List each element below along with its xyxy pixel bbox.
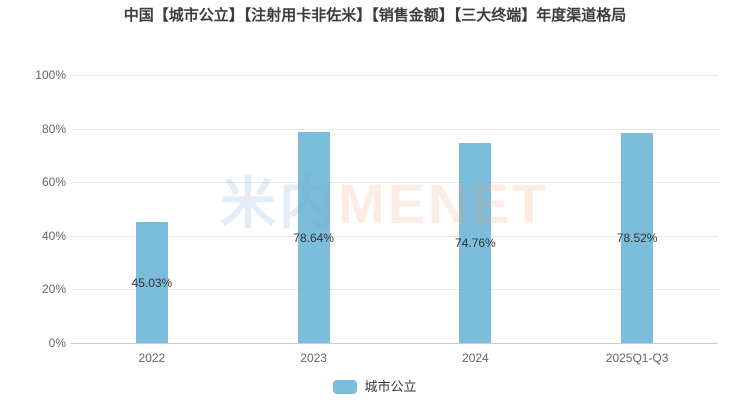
y-axis-label: 100% bbox=[35, 68, 66, 82]
watermark: 米内MENET bbox=[220, 176, 549, 232]
x-axis-label: 2022 bbox=[138, 351, 166, 365]
x-axis-label: 2023 bbox=[300, 351, 327, 365]
chart-title: 中国【城市公立】【注射用卡非佐米】【销售金额】【三大终端】年度渠道格局 bbox=[123, 7, 627, 24]
bar-value-label: 78.64% bbox=[293, 230, 334, 245]
legend-label: 城市公立 bbox=[364, 379, 417, 394]
y-axis-label: 60% bbox=[41, 175, 66, 190]
gridline-0 bbox=[71, 343, 718, 344]
gridline-40 bbox=[71, 235, 718, 237]
bar-2025Q1-Q3[interactable] bbox=[621, 132, 654, 343]
gridline-100 bbox=[71, 75, 718, 76]
x-axis-label: 2025Q1-Q3 bbox=[605, 351, 669, 365]
legend-item-city-public[interactable]: 城市公立 bbox=[333, 379, 417, 395]
legend: 城市公立 bbox=[0, 379, 750, 395]
gridline-20 bbox=[71, 289, 718, 291]
y-axis-label: 40% bbox=[41, 228, 66, 243]
bar-2024[interactable] bbox=[459, 142, 492, 343]
bar-value-label: 78.52% bbox=[616, 230, 658, 245]
bar-2023[interactable] bbox=[297, 132, 330, 343]
bar-2022[interactable] bbox=[135, 222, 168, 343]
legend-swatch bbox=[333, 380, 358, 394]
y-axis-label: 80% bbox=[41, 121, 66, 136]
bar-value-label: 74.76% bbox=[455, 235, 496, 250]
gridline-60 bbox=[71, 182, 718, 184]
y-axis-label: 0% bbox=[48, 336, 66, 350]
y-axis-label: 20% bbox=[41, 282, 66, 297]
gridline-80 bbox=[71, 128, 718, 130]
bar-value-label: 45.03% bbox=[131, 275, 173, 290]
x-axis-label: 2024 bbox=[462, 351, 489, 365]
